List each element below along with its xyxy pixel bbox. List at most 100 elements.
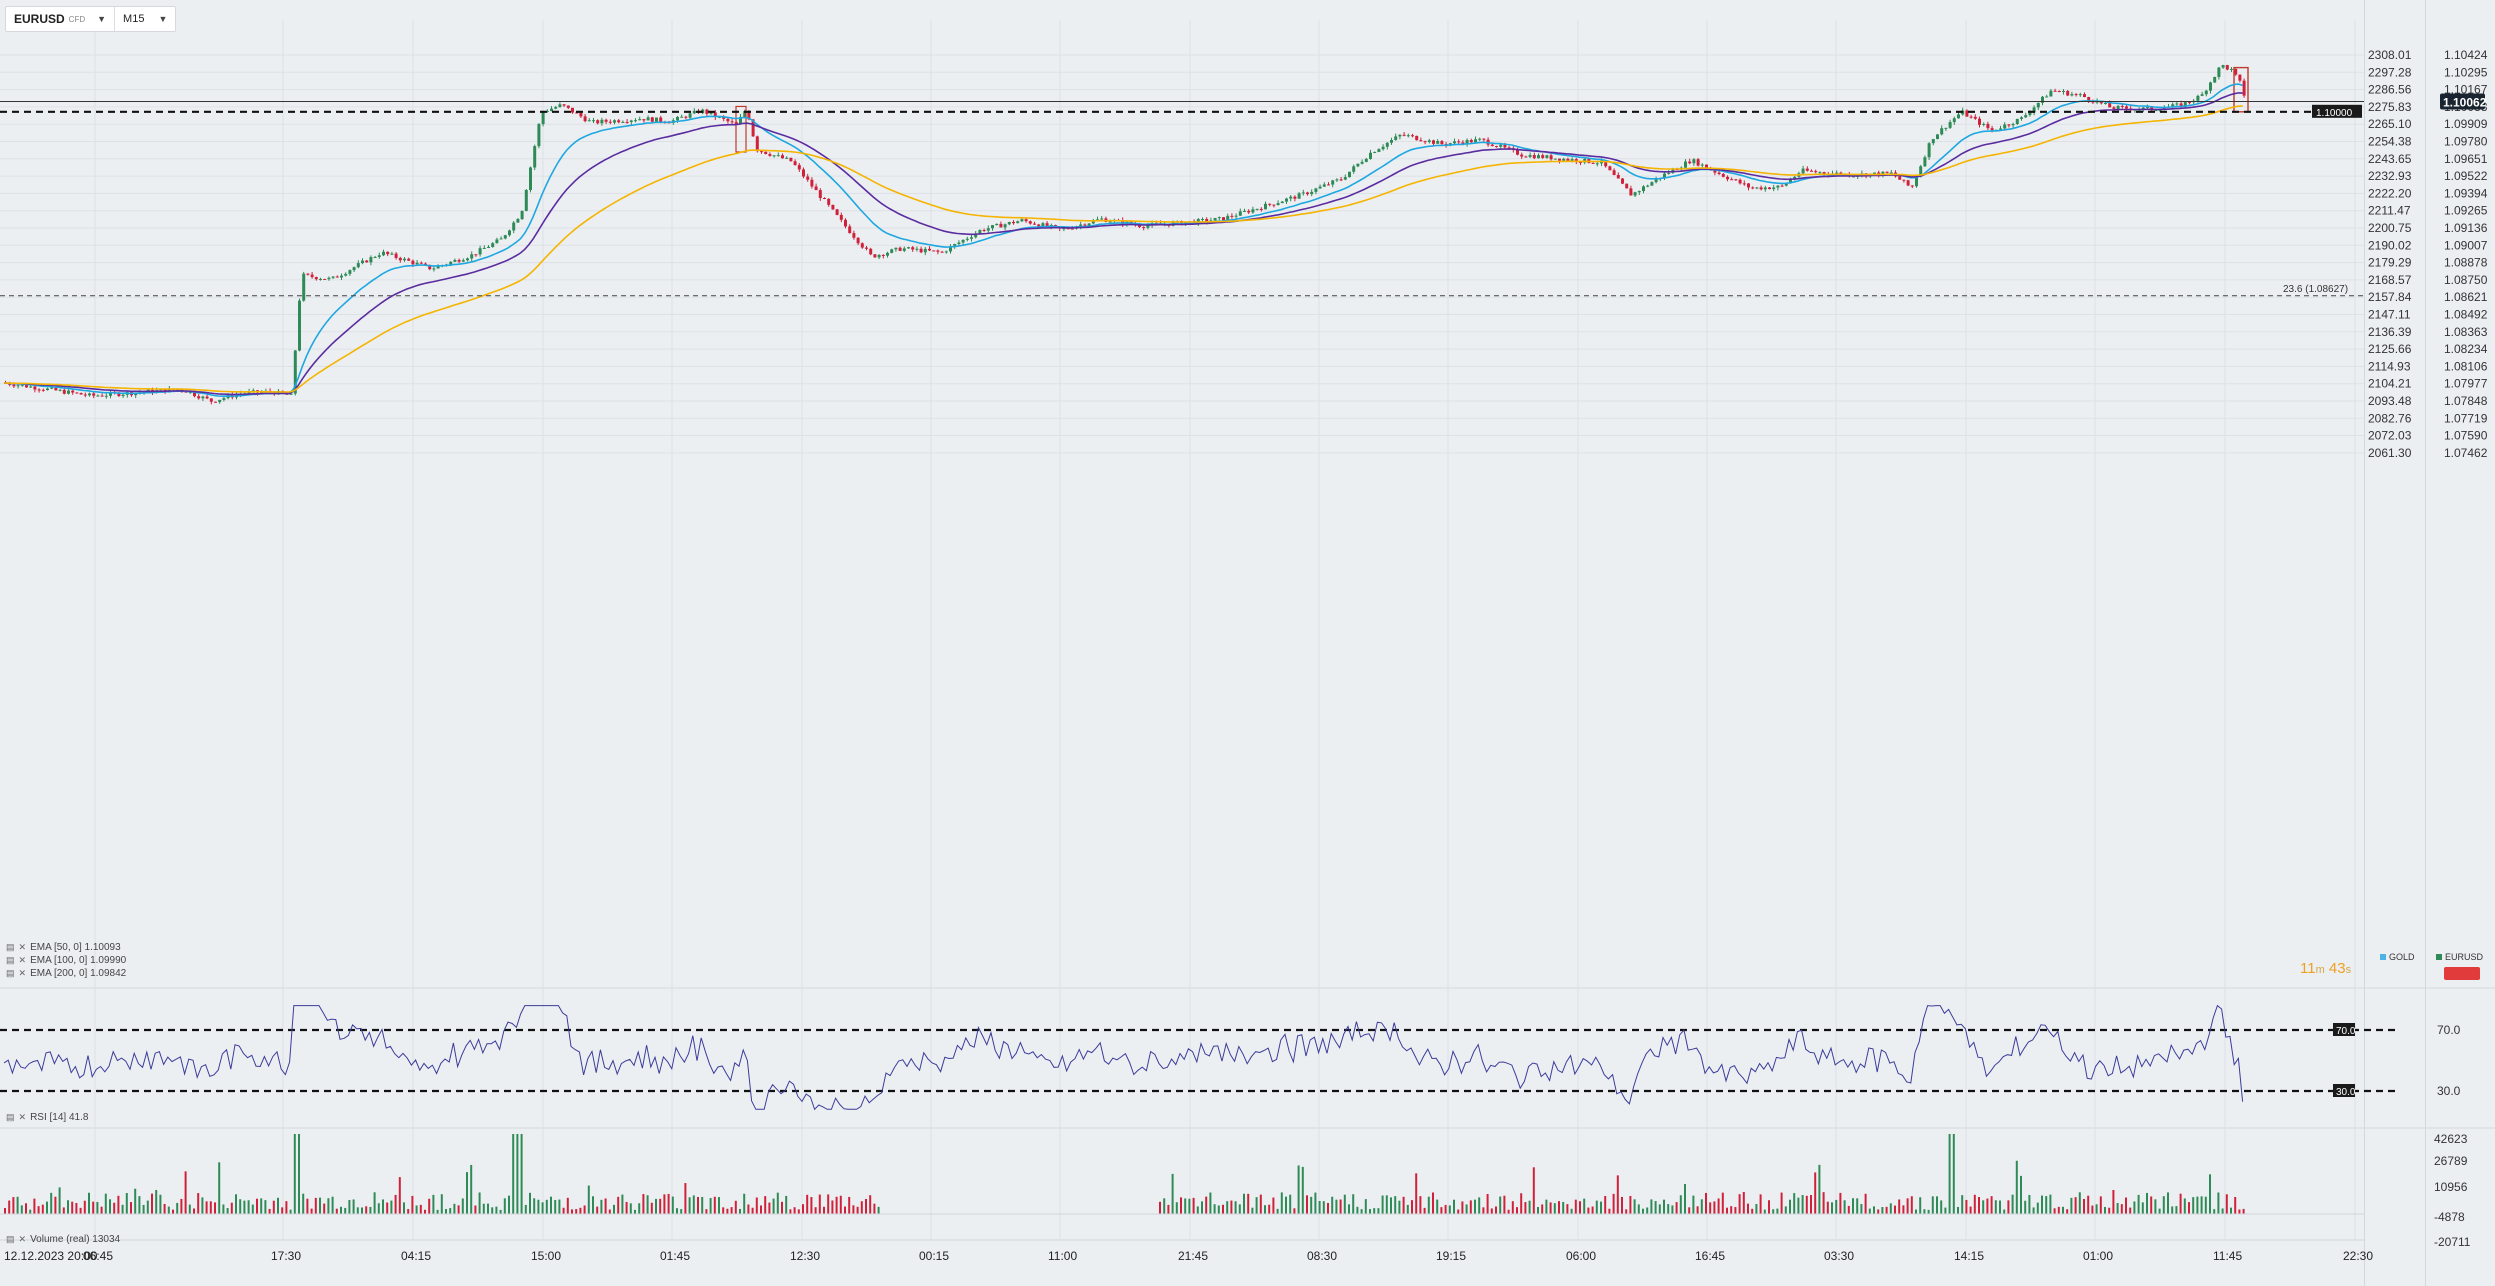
candle-body	[659, 117, 663, 122]
volume-bar	[1961, 1195, 1964, 1214]
candle-body	[335, 276, 339, 278]
candle-body	[1360, 161, 1364, 164]
legend-gold[interactable]: GOLD	[2380, 952, 2415, 962]
rsi-legend[interactable]: ▤ ✕ RSI [14] 41.8	[6, 1112, 88, 1123]
candle-body	[919, 248, 923, 253]
volume-bar	[243, 1200, 246, 1214]
volume-bar	[1747, 1203, 1749, 1214]
volume-bar	[705, 1209, 708, 1214]
left-axis-label: 2072.03	[2368, 429, 2412, 443]
volume-bar	[449, 1208, 452, 1214]
legend-eurusd[interactable]: EURUSD	[2436, 952, 2483, 962]
close-icon[interactable]: ✕	[18, 1112, 27, 1122]
candle-body	[1553, 158, 1557, 160]
volume-bar	[176, 1202, 179, 1214]
close-icon[interactable]: ✕	[18, 1234, 27, 1244]
candle-body	[54, 387, 58, 391]
candle-body	[419, 262, 423, 264]
left-axis-label: 2136.39	[2368, 325, 2412, 339]
volume-bar	[760, 1205, 762, 1214]
settings-icon[interactable]: ▤	[6, 955, 15, 965]
right-axis-label: 1.08750	[2444, 273, 2488, 287]
volume-bar	[1780, 1192, 1783, 1214]
candle-body	[1814, 171, 1818, 173]
candle-body	[1314, 188, 1318, 192]
volume-bar	[1835, 1199, 1838, 1214]
candle-body	[1028, 221, 1032, 224]
close-icon[interactable]: ✕	[18, 942, 27, 952]
candle-body	[537, 124, 541, 147]
sell-indicator-button[interactable]	[2444, 967, 2480, 980]
close-icon[interactable]: ✕	[18, 968, 27, 978]
time-axis-label: 21:45	[1178, 1249, 1208, 1263]
candle-body	[1898, 176, 1902, 180]
symbol-toolbar: EURUSD CFD ▼ M15 ▼	[5, 6, 177, 32]
ema200-legend[interactable]: ▤ ✕ EMA [200, 0] 1.09842	[6, 968, 126, 979]
candle-body	[1255, 208, 1259, 210]
volume-bar	[20, 1205, 23, 1214]
settings-icon[interactable]: ▤	[6, 942, 15, 952]
volume-bar	[550, 1196, 552, 1214]
candle-body	[1608, 166, 1612, 171]
candle-body	[16, 385, 20, 387]
candle-body	[209, 398, 213, 402]
volume-bar	[638, 1203, 641, 1214]
volume-bar	[697, 1196, 699, 1214]
candle-body	[1986, 123, 1990, 129]
candle-body	[751, 119, 755, 137]
candle-body	[2066, 90, 2070, 96]
volume-bar	[2133, 1201, 2136, 1214]
candle-body	[982, 230, 986, 232]
volume-bar	[88, 1192, 90, 1214]
eurusd-swatch-icon	[2436, 954, 2442, 960]
volume-bar	[2242, 1208, 2245, 1214]
volume-bar	[676, 1208, 678, 1214]
volume-bar	[2217, 1192, 2220, 1214]
candle-body	[1965, 110, 1969, 117]
settings-icon[interactable]: ▤	[6, 1234, 15, 1244]
volume-bar	[1633, 1199, 1636, 1214]
right-axis-label: 1.09136	[2444, 221, 2488, 235]
candle-body	[974, 233, 978, 238]
volume-bar	[1175, 1202, 1178, 1214]
volume-bar	[335, 1208, 338, 1214]
candle-body	[100, 395, 104, 397]
volume-bar	[802, 1204, 804, 1214]
volume-bar	[1427, 1196, 1430, 1214]
candle-body	[424, 263, 427, 265]
candle-body	[1419, 140, 1423, 142]
close-icon[interactable]: ✕	[18, 955, 27, 965]
ema200-label: EMA [200, 0] 1.09842	[30, 968, 127, 979]
candle-body	[940, 251, 944, 253]
settings-icon[interactable]: ▤	[6, 1112, 15, 1122]
volume-bar	[327, 1198, 330, 1214]
volume-bar	[1717, 1198, 1720, 1214]
volume-bar	[642, 1194, 645, 1214]
ema50-legend[interactable]: ▤ ✕ EMA [50, 0] 1.10093	[6, 942, 121, 953]
volume-bar	[293, 1134, 296, 1214]
volume-bar	[2024, 1200, 2027, 1214]
candle-body	[1037, 224, 1041, 227]
fib-label: 23.6 (1.08627)	[2283, 284, 2348, 295]
candle-body	[1083, 224, 1087, 226]
candle-body	[12, 384, 16, 387]
volume-bar	[1222, 1204, 1224, 1214]
timeframe-selector[interactable]: M15 ▼	[114, 7, 175, 31]
candle-body	[928, 248, 931, 251]
candle-body	[2015, 118, 2019, 125]
candle-body	[961, 239, 965, 243]
candle-body	[1818, 172, 1822, 174]
candle-body	[2225, 65, 2229, 70]
volume-bar	[1247, 1193, 1250, 1214]
volume-bar	[508, 1195, 510, 1214]
settings-icon[interactable]: ▤	[6, 968, 15, 978]
volume-bar	[1171, 1173, 1174, 1214]
symbol-selector[interactable]: EURUSD CFD ▼	[6, 12, 114, 26]
ema100-legend[interactable]: ▤ ✕ EMA [100, 0] 1.09990	[6, 955, 126, 966]
candle-body	[79, 392, 83, 395]
candle-body	[768, 154, 772, 156]
volume-legend[interactable]: ▤ ✕ Volume (real) 13034	[6, 1234, 120, 1245]
volume-bar	[1667, 1204, 1670, 1214]
volume-panel: 42623 26789 10956 -4878 -20711	[0, 1132, 2471, 1249]
